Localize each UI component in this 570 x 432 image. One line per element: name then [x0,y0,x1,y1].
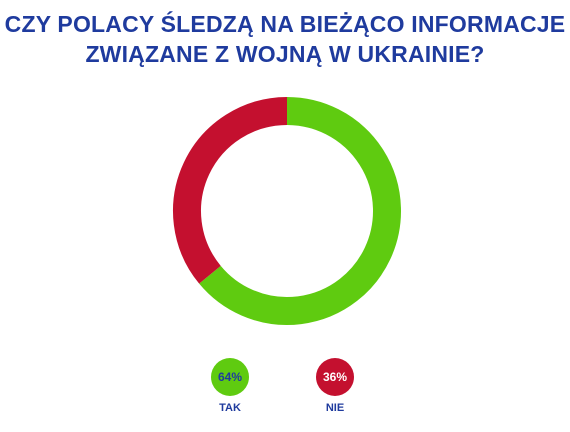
legend-label-tak: TAK [219,402,241,414]
legend-marker-tak: 64% [211,358,249,396]
legend-value-nie: 36% [322,370,348,384]
donut-slice-tak [199,97,401,325]
legend-value-tak: 64% [217,370,243,384]
legend-marker-nie: 36% [316,358,354,396]
donut-slice-nie [173,97,288,284]
chart-title-line-1: CZY POLACY ŚLEDZĄ NA BIEŻĄCO INFORMACJE [4,11,566,37]
legend-label-nie: NIE [325,402,345,414]
chart-title: CZY POLACY ŚLEDZĄ NA BIEŻĄCO INFORMACJE … [0,9,570,69]
chart-title-line-2: ZWIĄZANE Z WOJNĄ W UKRAINIE? [85,41,485,67]
